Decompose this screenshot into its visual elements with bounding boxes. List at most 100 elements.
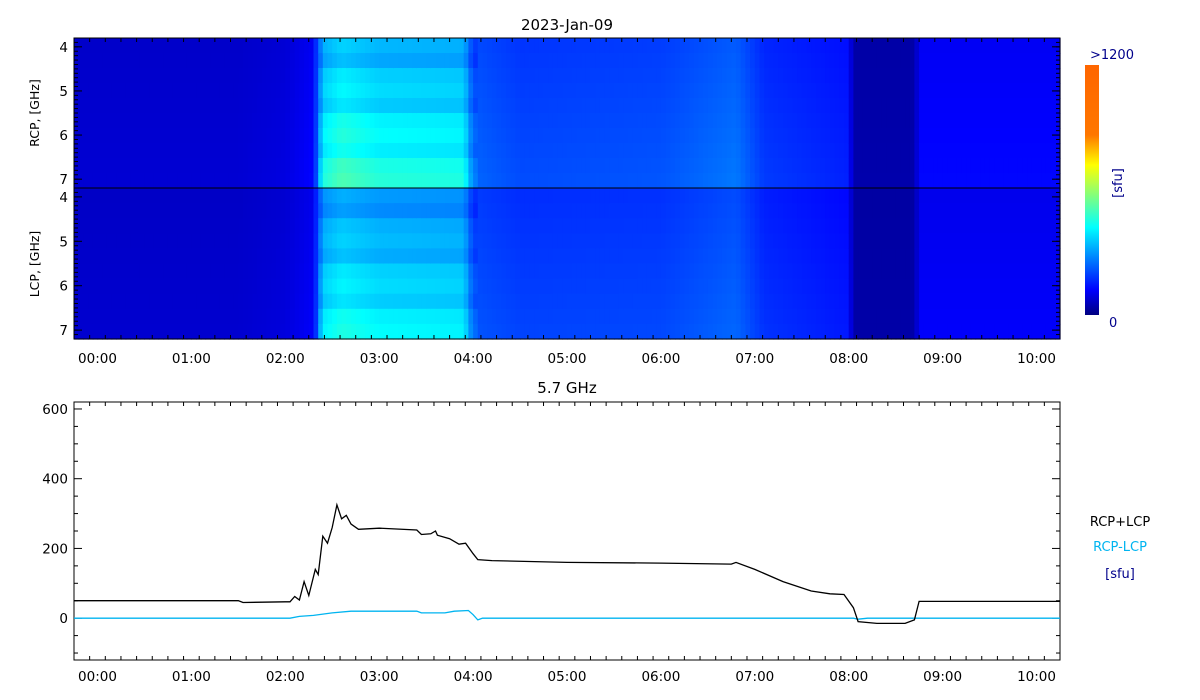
heatmap-cell (703, 143, 709, 159)
heatmap-cell (388, 203, 394, 219)
heatmap-cell (482, 233, 488, 249)
heatmap-cell (557, 218, 563, 234)
heatmap-cell (74, 188, 80, 204)
heatmap-cell (628, 83, 634, 99)
heatmap-cell (876, 53, 883, 69)
heatmap-cell (365, 173, 371, 189)
heatmap-cell (426, 323, 432, 340)
x-tick-label: 09:00 (923, 351, 962, 367)
heatmap-cell (848, 53, 854, 69)
heatmap-cell (1031, 188, 1038, 204)
heatmap-cell (369, 158, 376, 174)
heatmap-cell (407, 113, 413, 129)
heatmap-cell (675, 323, 681, 340)
heatmap-cell (477, 113, 484, 129)
heatmap-cell (341, 323, 347, 340)
heatmap-cell (787, 128, 793, 144)
heatmap-cell (797, 173, 803, 189)
heatmap-cell (679, 128, 685, 144)
heatmap-cell (656, 188, 662, 204)
heatmap-cell (811, 308, 817, 325)
heatmap-cell (454, 98, 460, 114)
heatmap-cell (182, 263, 188, 280)
heatmap-cell (806, 143, 812, 159)
heatmap-cell (177, 38, 183, 54)
heatmap-cell (1013, 308, 1019, 325)
heatmap-cell (811, 98, 817, 114)
heatmap-cell (440, 308, 446, 325)
heatmap-cell (783, 188, 789, 204)
heatmap-cell (980, 278, 986, 295)
heatmap-cell (426, 98, 432, 114)
heatmap-cell (444, 278, 451, 295)
heatmap-cell (111, 158, 117, 174)
heatmap-cell (139, 203, 145, 219)
heatmap-cell (449, 233, 455, 249)
heatmap-cell (881, 233, 887, 249)
heatmap-cell (853, 248, 859, 265)
heatmap-cell (336, 233, 343, 249)
heatmap-cell (599, 158, 606, 174)
heatmap-cell (745, 98, 751, 114)
heatmap-cell (562, 218, 568, 234)
heatmap-cell (228, 98, 235, 114)
heatmap-cell (966, 188, 972, 204)
heatmap-cell (88, 158, 94, 174)
heatmap-cell (975, 323, 981, 340)
heatmap-cell (477, 248, 484, 265)
heatmap-cell (426, 53, 432, 69)
heatmap-cell (886, 248, 892, 265)
heatmap-cell (1055, 188, 1061, 204)
heatmap-cell (388, 158, 394, 174)
heatmap-cell (900, 143, 906, 159)
heatmap-cell (937, 158, 944, 174)
heatmap-cell (1041, 218, 1047, 234)
heatmap-cell (651, 233, 657, 249)
heatmap-cell (313, 143, 319, 159)
heatmap-cell (78, 263, 84, 280)
heatmap-cell (740, 68, 746, 84)
heatmap-cell (182, 158, 188, 174)
heatmap-cell (590, 233, 596, 249)
heatmap-cell (233, 323, 239, 340)
heatmap-cell (844, 263, 850, 280)
heatmap-cell (928, 158, 934, 174)
heatmap-cell (280, 308, 286, 325)
heatmap-cell (980, 98, 986, 114)
heatmap-cell (506, 83, 512, 99)
heatmap-cell (1013, 158, 1019, 174)
heatmap-cell (571, 98, 577, 114)
heatmap-cell (257, 128, 263, 144)
heatmap-cell (139, 128, 145, 144)
heatmap-cell (510, 38, 516, 54)
heatmap-cell (618, 203, 624, 219)
heatmap-cell (285, 53, 291, 69)
heatmap-cell (646, 233, 653, 249)
heatmap-cell (660, 308, 667, 325)
heatmap-cell (707, 218, 714, 234)
heatmap-cell (473, 188, 479, 204)
heatmap-cell (797, 218, 803, 234)
heatmap-cell (970, 233, 977, 249)
heatmap-cell (595, 263, 601, 280)
heatmap-cell (646, 83, 653, 99)
heatmap-cell (815, 53, 822, 69)
heatmap-cell (200, 203, 207, 219)
heatmap-cell (496, 263, 502, 280)
heatmap-cell (914, 218, 920, 234)
heatmap-cell (872, 83, 878, 99)
heatmap-cell (196, 98, 202, 114)
heatmap-cell (712, 278, 718, 295)
heatmap-cell (238, 263, 244, 280)
heatmap-cell (576, 143, 582, 159)
heatmap-cell (1036, 293, 1042, 310)
heatmap-cell (102, 188, 108, 204)
heatmap-cell (275, 128, 282, 144)
heatmap-cell (745, 173, 751, 189)
heatmap-cell (628, 98, 634, 114)
heatmap-cell (524, 158, 530, 174)
heatmap-cell (1055, 128, 1061, 144)
heatmap-cell (750, 173, 756, 189)
heatmap-cell (299, 218, 305, 234)
heatmap-cell (942, 308, 948, 325)
